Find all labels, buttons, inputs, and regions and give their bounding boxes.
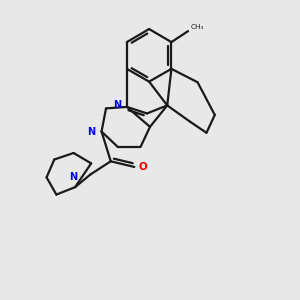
Text: N: N (70, 172, 78, 182)
Text: O: O (138, 162, 147, 172)
Text: N: N (113, 100, 121, 110)
Text: N: N (87, 127, 95, 136)
Text: CH₃: CH₃ (190, 24, 204, 30)
